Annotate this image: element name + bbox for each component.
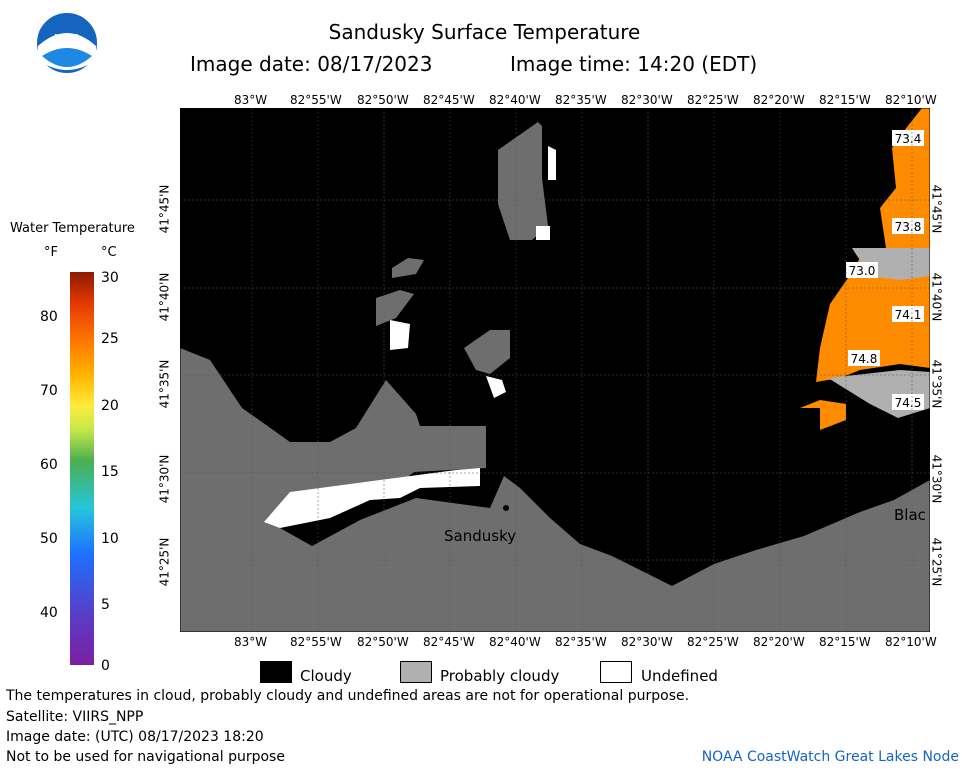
lat-label-right: 41°45'N [929, 184, 944, 234]
legend-probably-cloudy-swatch [400, 661, 432, 683]
undefined-area [390, 320, 410, 350]
lon-label-bottom: 82°20'W [753, 635, 805, 649]
temp-label-bg [892, 130, 924, 146]
c-tick-20: 20 [101, 398, 119, 414]
lon-label-top: 82°20'W [753, 93, 805, 107]
lon-label-bottom: 82°30'W [621, 635, 673, 649]
lat-label-right: 41°40'N [929, 272, 944, 322]
temp-label-bg [892, 218, 924, 234]
c-tick-10: 10 [101, 531, 119, 547]
temp-label: 73.8 [895, 220, 922, 234]
footer-credit: NOAA CoastWatch Great Lakes Node [701, 749, 959, 765]
island [392, 258, 424, 278]
lon-label-bottom: 83°W [234, 635, 268, 649]
kelleys-island [498, 122, 548, 240]
lat-label-left: 41°40'N [157, 272, 172, 322]
lon-label-bottom: 82°50'W [357, 635, 409, 649]
temp-label-bg [846, 262, 878, 278]
c-tick-5: 5 [101, 597, 110, 613]
temp-label: 73.4 [895, 132, 922, 146]
water-temperature-region [800, 400, 846, 430]
unit-fahrenheit: °F [44, 245, 58, 260]
lat-label-right: 41°25'N [929, 537, 944, 587]
temp-label: 74.1 [895, 308, 922, 322]
lon-label-bottom: 82°55'W [290, 635, 342, 649]
lon-label-top: 83°W [234, 93, 268, 107]
lat-label-left: 41°35'N [157, 359, 172, 409]
lat-label-left: 41°45'N [157, 184, 172, 234]
lon-label-top: 82°10'W [885, 93, 937, 107]
f-tick-60: 60 [40, 457, 58, 473]
undefined-area [486, 376, 506, 398]
footer-disclaimer: The temperatures in cloud, probably clou… [6, 688, 690, 704]
legend-undefined-label: Undefined [641, 667, 718, 685]
c-tick-0: 0 [101, 658, 110, 674]
lon-label-top: 82°50'W [357, 93, 409, 107]
legend-probably-cloudy-label: Probably cloudy [440, 667, 560, 685]
lon-label-bottom: 82°40'W [489, 635, 541, 649]
noaa-logo: NOAA [35, 11, 99, 75]
noaa-logo-text: NOAA [54, 33, 80, 42]
lon-label-top: 82°30'W [621, 93, 673, 107]
lon-label-top: 82°40'W [489, 93, 541, 107]
map-panel: 73.4 73.8 73.0 74.1 74.8 74.5 Sandusky B… [180, 108, 930, 632]
lon-label-bottom: 82°35'W [555, 635, 607, 649]
lat-label-left: 41°30'N [157, 454, 172, 504]
image-time: Image time: 14:20 (EDT) [510, 52, 758, 76]
place-label-sandusky: Sandusky [444, 527, 516, 545]
lon-label-bottom: 82°45'W [423, 635, 475, 649]
lon-label-top: 82°35'W [555, 93, 607, 107]
footer-utc-date: Image date: (UTC) 08/17/2023 18:20 [6, 729, 264, 745]
footer-satellite: Satellite: VIIRS_NPP [6, 709, 144, 725]
island [464, 330, 510, 374]
page-title: Sandusky Surface Temperature [328, 20, 641, 44]
footer-nav: Not to be used for navigational purpose [6, 749, 285, 765]
color-scale-bar [70, 272, 94, 665]
f-tick-50: 50 [40, 531, 58, 547]
lat-label-right: 41°35'N [929, 359, 944, 409]
temp-label: 74.5 [895, 396, 922, 410]
undefined-area [536, 146, 556, 240]
c-tick-30: 30 [101, 270, 119, 286]
scale-title: Water Temperature [10, 221, 135, 236]
lat-label-right: 41°30'N [929, 454, 944, 504]
lon-label-top: 82°45'W [423, 93, 475, 107]
island [376, 290, 414, 326]
f-tick-80: 80 [40, 309, 58, 325]
f-tick-40: 40 [40, 605, 58, 621]
legend-undefined-swatch [600, 661, 632, 683]
image-date: Image date: 08/17/2023 [190, 52, 433, 76]
city-marker [503, 505, 509, 511]
temp-label: 73.0 [849, 264, 876, 278]
lon-label-top: 82°15'W [819, 93, 871, 107]
temp-label-bg [848, 350, 880, 366]
southern-shore [180, 476, 930, 632]
place-label-blac: Blac [894, 506, 926, 524]
legend-cloudy-swatch [260, 661, 292, 683]
graticule [180, 108, 930, 632]
lon-label-bottom: 82°15'W [819, 635, 871, 649]
lat-label-left: 41°25'N [157, 537, 172, 587]
c-tick-15: 15 [101, 464, 119, 480]
temp-label-bg [892, 306, 924, 322]
city-marker [893, 491, 899, 497]
f-tick-70: 70 [40, 383, 58, 399]
c-tick-25: 25 [101, 331, 119, 347]
temp-label: 74.8 [851, 352, 878, 366]
lon-label-top: 82°55'W [290, 93, 342, 107]
marblehead-peninsula [180, 348, 486, 528]
unit-celsius: °C [101, 245, 117, 260]
lon-label-bottom: 82°10'W [885, 635, 937, 649]
lon-label-bottom: 82°25'W [687, 635, 739, 649]
legend-cloudy-label: Cloudy [300, 667, 352, 685]
lon-label-top: 82°25'W [687, 93, 739, 107]
temp-label-bg [892, 394, 924, 410]
